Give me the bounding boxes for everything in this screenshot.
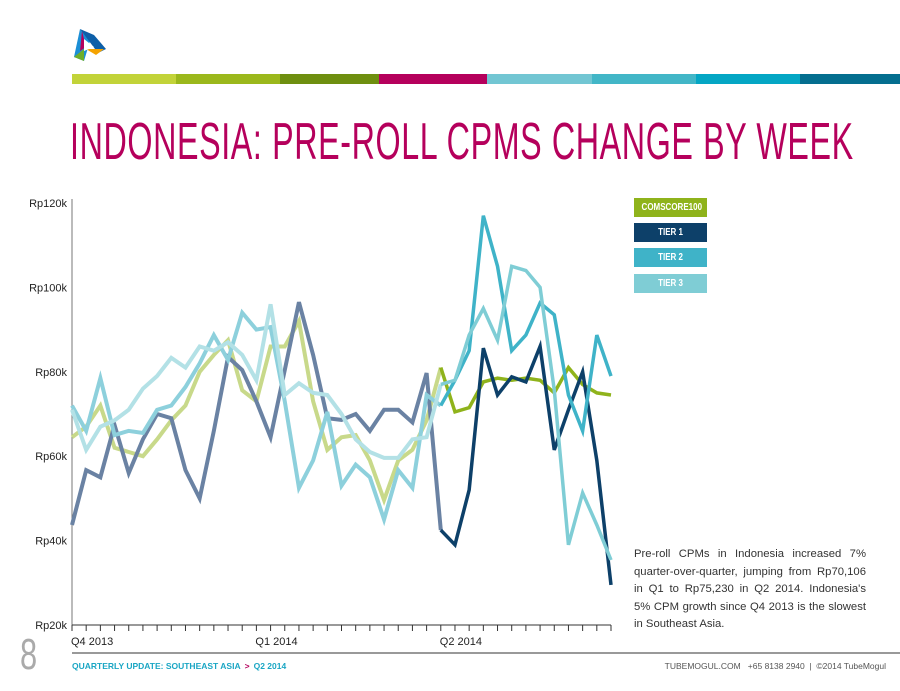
x-tick-label: Q4 2013: [71, 636, 113, 648]
y-tick-label: Rp40k: [35, 536, 67, 548]
breadcrumb-separator: >: [244, 661, 250, 671]
legend-label: TIER 3: [658, 278, 683, 289]
footer-left: QUARTERLY UPDATE: SOUTHEAST ASIA > Q2 2014: [72, 661, 286, 671]
report-name: QUARTERLY UPDATE: SOUTHEAST ASIA: [72, 661, 241, 671]
report-period: Q2 2014: [253, 661, 287, 671]
footer-divider: [72, 652, 900, 654]
color-bar: [280, 74, 379, 84]
y-tick-label: Rp20k: [35, 620, 67, 632]
line-chart: Rp120k Rp100k Rp80k Rp60k Rp40k Rp20k Q4 2013 Q…: [29, 198, 613, 648]
color-bar: [487, 74, 592, 84]
color-bar-strip: [72, 74, 900, 84]
series-line-tier-3-q2: [440, 264, 613, 561]
legend-tier-2: TIER 2: [634, 248, 707, 267]
legend-label: TIER 2: [658, 252, 683, 263]
color-bar: [696, 74, 800, 84]
legend-tier-1: TIER 1: [634, 223, 707, 242]
y-tick-label: Rp120k: [29, 198, 67, 210]
tubemogul-logo: [74, 29, 106, 61]
x-tick-label: Q1 2014: [255, 636, 297, 648]
y-tick-label: Rp100k: [29, 282, 67, 294]
legend-tier-3: TIER 3: [634, 274, 707, 293]
series-line-tier-2-earlier: [70, 308, 442, 527]
y-tick-label: Rp60k: [35, 451, 67, 463]
page-number: 8: [20, 630, 38, 679]
color-bar: [379, 74, 487, 84]
series-line-tier-2-q2: [439, 215, 613, 438]
color-bar: [72, 74, 176, 84]
x-tick-label: Q2 2014: [440, 636, 482, 648]
page-title: INDONESIA: PRE-ROLL CPMS CHANGE BY WEEK: [70, 113, 854, 171]
legend-label: TIER 1: [658, 227, 683, 238]
series-line-tier-1-q2: [439, 339, 613, 586]
legend-label: COMSCORE100: [641, 202, 703, 213]
summary-text: Pre-roll CPMs in Indonesia increased 7% …: [634, 548, 866, 630]
color-bar: [176, 74, 280, 84]
legend-comscore100: COMSCORE100: [634, 198, 707, 217]
footer-contact: TUBEMOGUL.COM +65 8138 2940 | ©2014 Tube…: [664, 661, 886, 671]
series-line-tier-1-earlier: [70, 301, 443, 531]
y-tick-label: Rp80k: [35, 367, 67, 379]
color-bar: [800, 74, 900, 84]
color-bar: [592, 74, 696, 84]
series-line-tier-3-earlier: [70, 303, 443, 460]
